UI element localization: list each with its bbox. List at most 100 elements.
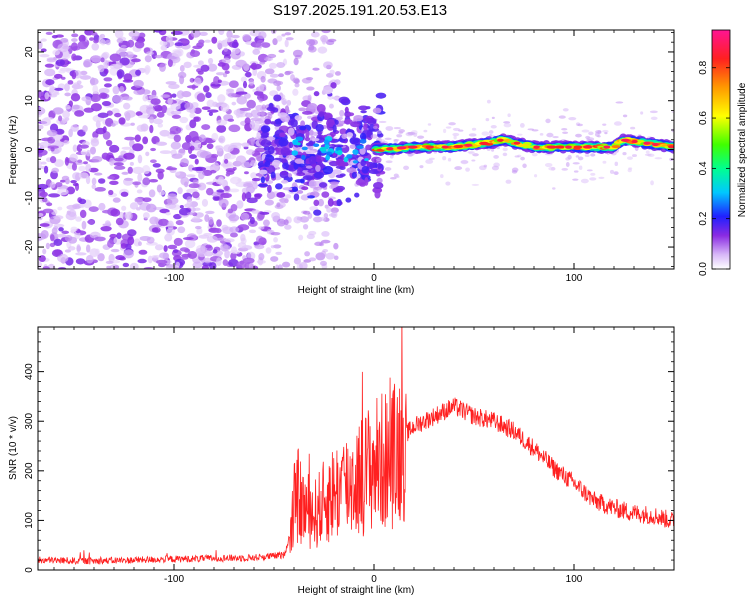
spectrogram-blob (179, 75, 185, 85)
spectrogram-blob (129, 262, 139, 269)
spectrogram-blob (395, 175, 400, 179)
spectrogram-blob (137, 173, 143, 182)
spectrogram-blob (81, 220, 87, 230)
spectrogram-blob (252, 48, 261, 55)
spectrogram-blob (222, 245, 231, 251)
spectrogram-blob (615, 101, 624, 104)
spectrogram-blob (179, 116, 189, 124)
spectrogram-blob (85, 254, 94, 264)
spectrogram-blob (275, 183, 283, 190)
spectrogram-blob (97, 112, 109, 118)
spectrogram-blob (573, 145, 583, 149)
spectrogram-blob (83, 161, 88, 165)
spectrogram-blob (168, 83, 180, 90)
spectrogram-blob (258, 54, 267, 60)
colorbar-tick-label: 0.8 (698, 60, 709, 74)
spectrogram-blob (352, 160, 359, 164)
spectrogram-blob (396, 146, 407, 150)
spectrogram-blob (195, 212, 204, 218)
spectrogram-blob (98, 92, 108, 99)
spectrogram-blob (453, 144, 464, 149)
spectrogram-blob (245, 71, 252, 78)
spectrogram-blob (514, 155, 520, 158)
spectrogram-blob (142, 165, 151, 175)
spectrogram-blob (236, 95, 248, 105)
spectrogram-blob (120, 44, 127, 48)
spectrogram-blob (496, 146, 500, 150)
spectrogram-blob (343, 119, 353, 125)
spectrogram-blob (329, 69, 335, 75)
spectrogram-blob (184, 102, 194, 110)
spectrogram-blob (150, 98, 161, 105)
spectrogram-blob (285, 37, 294, 41)
spectrogram-blob (53, 238, 63, 246)
spectrogram-blob (304, 137, 311, 142)
spectrogram-blob (347, 112, 355, 117)
spectrogram-blob (315, 164, 321, 172)
spectrogram-blob (218, 30, 225, 36)
spectrogram-blob (539, 133, 544, 136)
spectrogram-blob (201, 198, 209, 207)
spectrogram-blob (385, 160, 393, 164)
spectrogram-blob (260, 176, 266, 184)
spectrogram-blob (226, 30, 233, 39)
spectrogram-blob (546, 132, 554, 138)
spectrogram-blob (50, 234, 55, 242)
spectrogram-blob (167, 220, 174, 230)
spectrogram-blob (390, 177, 397, 180)
spectrogram-blob (85, 244, 91, 253)
spectrogram-blob (293, 78, 300, 84)
spectrogram-blob (135, 69, 142, 76)
spectrogram-blob (496, 138, 504, 142)
spectrogram-blob (62, 110, 70, 119)
spectrogram-blob (195, 225, 202, 230)
spectrogram-blob (644, 153, 652, 156)
spectrogram-blob (142, 136, 149, 145)
spectrogram-blob (308, 257, 317, 262)
spectrogram-blob (264, 154, 275, 163)
spectrogram-blob (317, 198, 325, 207)
spectrogram-blob (45, 242, 50, 250)
spectrogram-blob (622, 114, 628, 118)
spectrogram-blob (341, 133, 348, 140)
spectrogram-blob (210, 83, 222, 87)
spectrogram-blob (131, 58, 141, 63)
spectrogram-blob (343, 156, 349, 163)
spectrogram-blob (236, 200, 244, 209)
colorbar-label: Normalized spectral amplitude (737, 82, 748, 217)
colorbar: 0.0 0.2 0.4 0.6 0.8 Normalized spectral ampl… (698, 29, 748, 276)
spectrogram-blob (210, 191, 222, 197)
spectrogram-blob (464, 143, 473, 147)
spectrogram-blob (57, 253, 69, 263)
spectrogram-blob (121, 146, 132, 150)
spectrogram-blob (134, 40, 145, 49)
spectrogram-blob (131, 35, 138, 41)
spectrogram-blob (54, 249, 62, 256)
spectrogram-blob (270, 256, 279, 262)
spectrogram-blob (235, 59, 247, 68)
spectrogram-blob (284, 224, 292, 230)
spectrogram-blob (232, 48, 241, 55)
spectrogram-blob (359, 138, 367, 144)
spectrogram-blob (228, 124, 241, 133)
spectrogram-blob (71, 38, 78, 42)
spectrogram-blob (352, 149, 359, 155)
spectrogram-blob (650, 180, 654, 186)
x-tick-label: -100 (164, 574, 184, 585)
spectrogram-blob (91, 43, 100, 51)
spectrogram-blob (491, 148, 495, 152)
spectrogram-blob (105, 139, 113, 147)
spectrogram-blob (259, 211, 270, 215)
spectrogram-blob (292, 139, 299, 146)
spectrogram-blob (643, 141, 651, 145)
spectrogram-blob (353, 114, 364, 122)
spectrogram-blob (159, 150, 172, 155)
spectrogram-blob (187, 251, 198, 259)
spectrogram-blob (91, 95, 98, 101)
spectrogram-blob (363, 122, 368, 131)
spectrogram-blob (132, 143, 144, 152)
spectrogram-blob (264, 118, 272, 125)
spectrogram-blob (441, 145, 449, 149)
spectrogram-blob (378, 120, 387, 124)
